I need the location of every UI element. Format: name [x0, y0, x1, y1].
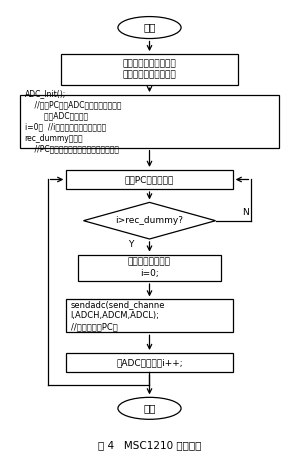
Text: 图 4   MSC1210 工作流程: 图 4 MSC1210 工作流程: [98, 440, 201, 450]
Polygon shape: [83, 202, 216, 239]
Text: 结束: 结束: [143, 403, 156, 413]
Text: 开始: 开始: [143, 22, 156, 33]
Ellipse shape: [118, 16, 181, 39]
Ellipse shape: [118, 397, 181, 419]
Text: 读ADC输出数据i++;: 读ADC输出数据i++;: [116, 358, 183, 367]
FancyBboxPatch shape: [60, 54, 239, 85]
FancyBboxPatch shape: [78, 255, 221, 281]
FancyBboxPatch shape: [66, 299, 233, 333]
Text: Y: Y: [128, 240, 134, 249]
Text: i>rec_dummy?: i>rec_dummy?: [115, 216, 184, 225]
Text: 串口初始化，包活设置
波特率、选择定时器等: 串口初始化，包活设置 波特率、选择定时器等: [123, 60, 176, 80]
Text: N: N: [242, 208, 249, 217]
Text: 修改模拟输入通道
i=0;: 修改模拟输入通道 i=0;: [128, 258, 171, 278]
Text: sendadc(send_channe
l,ADCH,ADCM,ADCL);
//发送数据给PC机: sendadc(send_channe l,ADCH,ADCM,ADCL); /…: [71, 300, 165, 332]
Text: 等待PC机控制启动: 等待PC机控制启动: [125, 175, 174, 184]
FancyBboxPatch shape: [20, 95, 279, 148]
Text: ADC_Init();
    //接收PC机的ADC初始化控制信息，
        进行ADC的初始化
i=0；  //i为当前的数据输出周期数
rec_d: ADC_Init(); //接收PC机的ADC初始化控制信息， 进行ADC的初始…: [25, 89, 121, 154]
FancyBboxPatch shape: [66, 170, 233, 189]
FancyBboxPatch shape: [66, 353, 233, 372]
